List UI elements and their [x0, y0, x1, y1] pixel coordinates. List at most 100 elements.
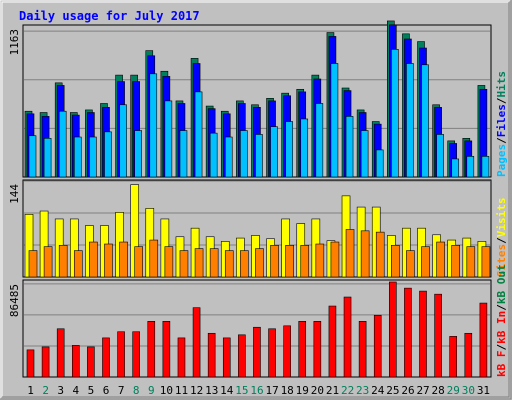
- sites-bar: [58, 245, 68, 278]
- day-label: 17: [265, 384, 278, 397]
- sites-bar: [451, 245, 461, 278]
- kbf-bar: [464, 332, 473, 378]
- sites-bar: [164, 246, 174, 278]
- day-label: 2: [42, 384, 49, 397]
- kbytes-legend: kB F/kB In/kB Out: [495, 264, 508, 377]
- kbf-bar: [56, 328, 65, 378]
- kbf-bar: [147, 321, 156, 378]
- day-label: 21: [326, 384, 339, 397]
- pages-bar: [360, 130, 369, 178]
- visits-ymax-label: 144: [8, 184, 21, 204]
- day-label: 19: [296, 384, 309, 397]
- day-label: 14: [220, 384, 234, 397]
- day-label: 22: [341, 384, 354, 397]
- kbf-bar: [71, 345, 80, 378]
- pages-bar: [134, 130, 142, 178]
- kbf-bar: [358, 321, 367, 378]
- kbytes-ymax-label: 86485: [8, 284, 21, 317]
- sites-bar: [73, 250, 83, 278]
- kbf-bar: [222, 337, 231, 378]
- day-label: 31: [477, 384, 490, 397]
- pages-bar: [300, 118, 309, 178]
- day-label: 20: [311, 384, 324, 397]
- kbf-bar: [102, 337, 110, 378]
- pages-bar: [436, 134, 444, 178]
- kbf-bar: [26, 349, 35, 378]
- day-label: 26: [401, 384, 414, 397]
- panels: 1163 Pages/Files/Hits 144 Sites/Visits 86485…: [8, 20, 508, 378]
- day-label: 1: [27, 384, 34, 397]
- sites-bar: [360, 230, 370, 278]
- sites-bar: [421, 246, 430, 278]
- pages-bar: [421, 64, 429, 178]
- sites-bar: [315, 243, 325, 278]
- sites-bar: [466, 246, 476, 278]
- pages-bar: [119, 104, 127, 178]
- pages-bar: [315, 103, 324, 178]
- pages-bar: [73, 136, 82, 178]
- pages-bar: [285, 121, 293, 178]
- day-label: 25: [386, 384, 399, 397]
- pages-bar: [28, 135, 37, 178]
- graph-title: Daily usage for July 2017: [19, 9, 200, 23]
- kbf-bar: [434, 293, 442, 378]
- pages-bar: [451, 158, 460, 178]
- sites-bar: [436, 241, 445, 278]
- day-label: 7: [118, 384, 125, 397]
- kbf-bar: [238, 334, 246, 378]
- kbf-bar: [192, 307, 201, 378]
- pages-bar: [481, 156, 490, 178]
- sites-bar: [134, 246, 143, 278]
- pages-bar: [240, 130, 248, 178]
- kbf-bar: [313, 321, 322, 378]
- sites-bar: [89, 241, 98, 278]
- pages-bar: [89, 136, 97, 178]
- day-label: 4: [73, 384, 80, 397]
- kbf-bar: [132, 331, 140, 378]
- day-label: 5: [88, 384, 95, 397]
- kbf-bar: [117, 331, 125, 378]
- kbf-bar: [343, 296, 352, 378]
- kbf-bar: [162, 321, 171, 378]
- day-label: 28: [432, 384, 445, 397]
- pages-bar: [375, 149, 384, 178]
- sites-bar: [119, 241, 128, 278]
- day-label: 6: [103, 384, 110, 397]
- kbf-bar: [449, 336, 458, 378]
- pages-bar: [104, 131, 112, 178]
- day-label: 13: [205, 384, 218, 397]
- sites-bar: [194, 248, 204, 278]
- sites-bar: [375, 231, 385, 278]
- sites-bar: [300, 245, 310, 278]
- pages-bar: [58, 110, 67, 178]
- day-label: 12: [190, 384, 203, 397]
- sites-bar: [481, 246, 491, 278]
- frame-highlight-inner: [1, 1, 509, 397]
- sites-bar: [209, 248, 219, 278]
- day-label: 11: [175, 384, 188, 397]
- day-label: 10: [160, 384, 173, 397]
- pages-bar: [270, 126, 278, 178]
- sites-bar: [406, 250, 415, 278]
- hits-legend: Pages/Files/Hits: [495, 71, 508, 177]
- kbf-bar: [41, 346, 50, 378]
- sites-bar: [391, 245, 400, 278]
- day-label: 29: [447, 384, 460, 397]
- hits-ymax-label: 1163: [8, 29, 21, 56]
- day-label: 3: [57, 384, 64, 397]
- pages-bar: [224, 136, 233, 178]
- pages-bar: [149, 73, 158, 178]
- day-label: 30: [462, 384, 475, 397]
- kbf-bar: [373, 314, 382, 378]
- kbf-bar: [328, 305, 337, 378]
- sites-bar: [179, 250, 189, 278]
- day-label: 23: [356, 384, 369, 397]
- kbf-bar: [268, 328, 276, 378]
- pages-bar: [43, 138, 52, 178]
- frame-shadow-inner: [2, 2, 510, 398]
- sites-bar: [28, 250, 38, 278]
- sites-bar: [270, 245, 279, 278]
- sites-bar: [224, 250, 234, 278]
